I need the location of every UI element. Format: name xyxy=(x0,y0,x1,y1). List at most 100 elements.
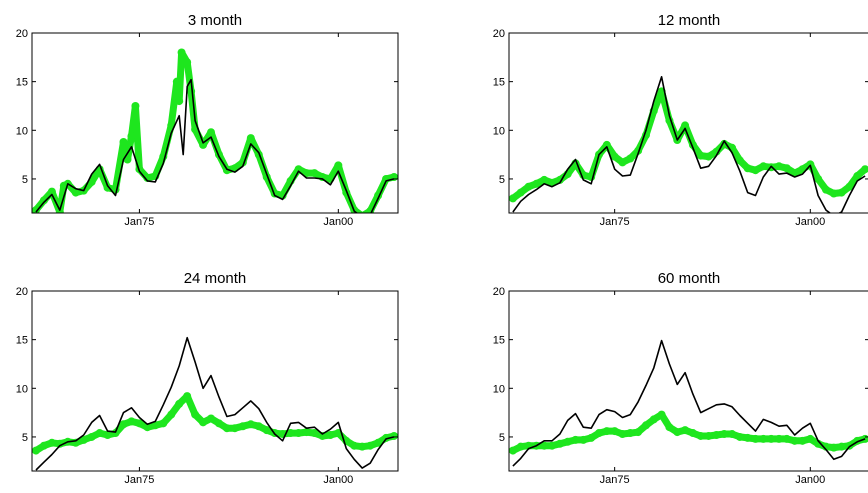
data-point xyxy=(759,162,768,171)
data-point xyxy=(47,438,56,447)
data-point xyxy=(222,424,231,433)
data-point xyxy=(358,442,367,451)
data-point xyxy=(626,429,635,438)
data-point xyxy=(845,441,854,450)
plot-marks xyxy=(32,336,398,471)
data-point xyxy=(55,439,64,448)
data-point xyxy=(199,418,208,427)
data-point xyxy=(767,434,776,443)
data-point xyxy=(172,77,181,86)
axes-box xyxy=(31,32,399,214)
data-point xyxy=(845,182,854,191)
data-point xyxy=(159,419,168,428)
data-point xyxy=(821,442,830,451)
data-point xyxy=(821,185,830,194)
data-point xyxy=(610,152,619,161)
data-point xyxy=(71,188,80,197)
data-point xyxy=(634,428,643,437)
y-tick-label: 20 xyxy=(16,28,28,40)
data-point xyxy=(814,439,823,448)
data-point xyxy=(310,429,319,438)
data-point xyxy=(532,179,541,188)
data-point xyxy=(602,427,611,436)
data-point xyxy=(759,434,768,443)
data-point xyxy=(696,151,705,160)
data-point xyxy=(382,433,391,442)
data-point xyxy=(246,420,255,429)
fitted-series-line xyxy=(32,49,398,213)
data-point xyxy=(641,421,650,430)
plot-marks xyxy=(509,76,868,213)
data-point xyxy=(214,419,223,428)
data-point xyxy=(207,128,216,137)
chart-title: 3 month xyxy=(188,12,242,29)
data-point xyxy=(524,182,533,191)
data-point xyxy=(853,172,862,181)
data-point xyxy=(187,87,196,96)
axes-box xyxy=(508,32,868,214)
y-tick-label: 5 xyxy=(22,432,28,444)
y-tick-label: 5 xyxy=(499,432,505,444)
data-point xyxy=(151,421,160,430)
data-point xyxy=(673,428,682,437)
data-point xyxy=(222,166,231,175)
data-point xyxy=(131,101,140,110)
x-tick-label: Jan00 xyxy=(323,474,353,486)
data-point xyxy=(143,423,152,432)
data-point xyxy=(262,426,271,435)
data-point xyxy=(39,441,48,450)
data-point xyxy=(782,434,791,443)
data-point xyxy=(183,58,192,67)
plot-marks xyxy=(509,339,868,467)
data-point xyxy=(681,121,690,130)
data-point xyxy=(199,140,208,149)
data-point xyxy=(334,161,343,170)
data-point xyxy=(135,419,144,428)
data-point xyxy=(814,174,823,183)
data-point xyxy=(712,147,721,156)
axes-box xyxy=(31,290,399,472)
data-point xyxy=(127,132,136,141)
data-point xyxy=(207,414,216,423)
data-point xyxy=(310,169,319,178)
y-tick-label: 10 xyxy=(493,125,505,137)
chart-title: 60 month xyxy=(658,270,721,287)
data-point xyxy=(103,183,112,192)
data-point xyxy=(326,431,335,439)
data-point xyxy=(374,438,383,447)
data-point xyxy=(587,433,596,442)
data-point xyxy=(751,166,760,175)
data-point xyxy=(119,420,128,429)
y-tick-label: 15 xyxy=(16,335,28,347)
chart-panel-1: 5 10 15 20 Jan75 Jan00 3 month xyxy=(16,12,399,228)
data-point xyxy=(665,423,674,432)
y-tick-label: 5 xyxy=(22,174,28,186)
chart-title: 24 month xyxy=(184,270,247,287)
data-point xyxy=(302,169,311,178)
data-point xyxy=(119,137,128,146)
data-point xyxy=(728,430,737,439)
data-point xyxy=(602,140,611,149)
data-point xyxy=(540,175,549,184)
data-point xyxy=(563,437,572,446)
data-point xyxy=(246,134,255,143)
y-tick-label: 15 xyxy=(493,335,505,347)
data-point xyxy=(167,410,176,419)
data-point xyxy=(790,436,799,445)
plot-area xyxy=(509,33,868,213)
data-point xyxy=(516,188,525,197)
chart-title: 12 month xyxy=(658,12,721,29)
data-point xyxy=(509,446,517,455)
data-point xyxy=(175,399,184,408)
data-point xyxy=(688,429,697,438)
y-tick-label: 15 xyxy=(16,77,28,89)
actual-series-line xyxy=(512,76,866,213)
data-point xyxy=(657,410,666,419)
actual-series-line xyxy=(35,336,395,471)
chart-panel-4: 5 10 15 20 Jan75 Jan00 60 month xyxy=(493,270,868,486)
data-point xyxy=(87,432,96,441)
x-tick-label: Jan00 xyxy=(795,216,825,228)
data-point xyxy=(626,154,635,163)
data-point xyxy=(751,434,760,443)
